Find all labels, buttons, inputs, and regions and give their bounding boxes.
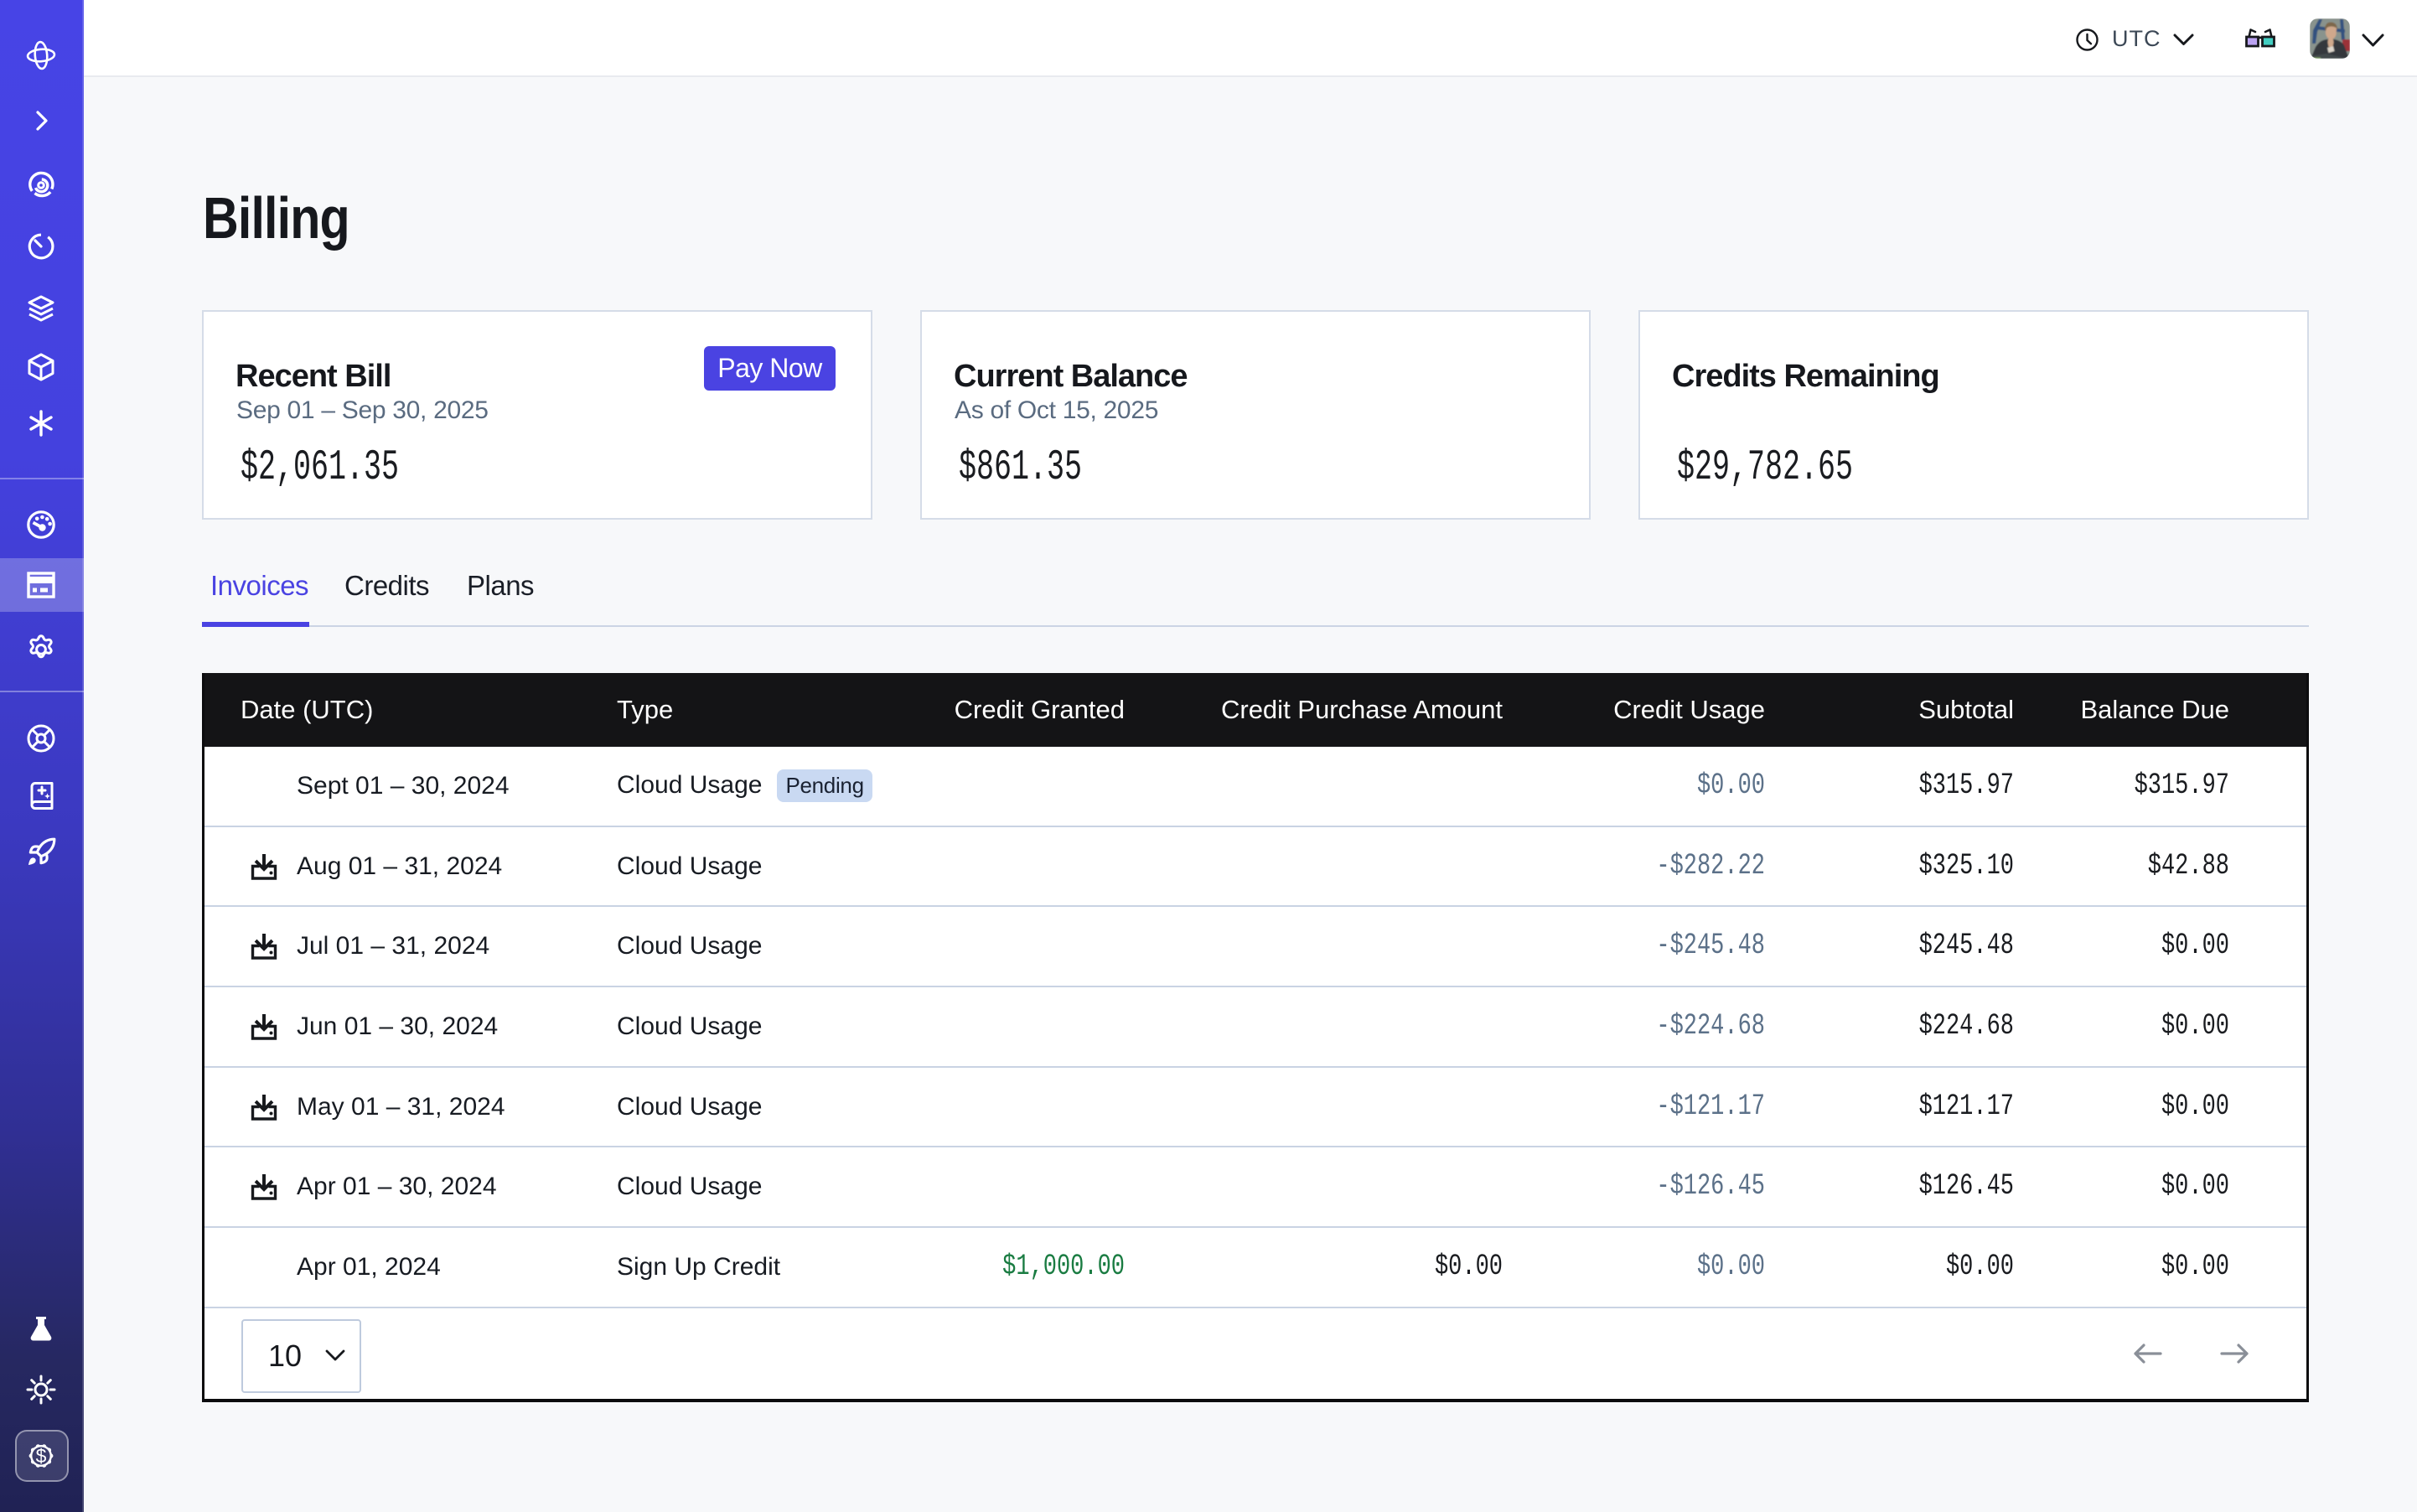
svg-text:$: $ (36, 1445, 47, 1467)
